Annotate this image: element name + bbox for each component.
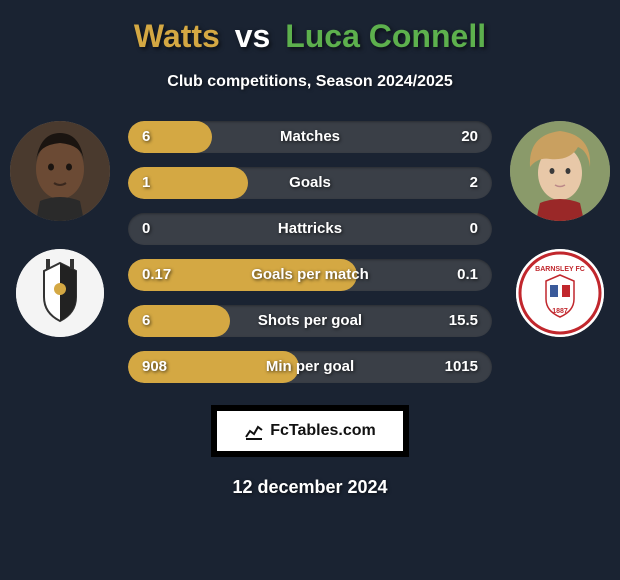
stat-label: Hattricks bbox=[128, 213, 492, 245]
svg-text:1887: 1887 bbox=[552, 308, 568, 315]
stat-label: Goals per match bbox=[128, 259, 492, 291]
avatar-icon bbox=[10, 121, 110, 221]
brand-logo-icon bbox=[244, 421, 264, 441]
page-title: Watts vs Luca Connell bbox=[0, 18, 620, 55]
left-column bbox=[0, 113, 120, 337]
svg-text:BARNSLEY FC: BARNSLEY FC bbox=[535, 266, 585, 273]
brand-label: FcTables.com bbox=[244, 421, 376, 441]
stat-bar: 0.17Goals per match0.1 bbox=[128, 259, 492, 291]
club-crest-icon: BARNSLEY FC 1887 bbox=[516, 249, 604, 337]
stat-right-value: 2 bbox=[470, 167, 478, 199]
date-line: 12 december 2024 bbox=[0, 477, 620, 498]
stat-bars: 6Matches20 1Goals2 0Hattricks0 0.17Goals pe… bbox=[120, 113, 500, 383]
stat-right-value: 0.1 bbox=[457, 259, 478, 291]
right-column: BARNSLEY FC 1887 bbox=[500, 113, 620, 337]
stat-right-value: 0 bbox=[470, 213, 478, 245]
stat-right-value: 1015 bbox=[445, 351, 478, 383]
stat-bar: 908Min per goal1015 bbox=[128, 351, 492, 383]
player2-club-badge: BARNSLEY FC 1887 bbox=[516, 249, 604, 337]
club-crest-icon bbox=[16, 249, 104, 337]
stat-label: Min per goal bbox=[128, 351, 492, 383]
brand-text: FcTables.com bbox=[270, 422, 376, 440]
title-vs: vs bbox=[235, 18, 271, 54]
player1-avatar bbox=[10, 121, 110, 221]
stat-bar: 6Matches20 bbox=[128, 121, 492, 153]
comparison-infographic: Watts vs Luca Connell Club competitions,… bbox=[0, 0, 620, 580]
player1-club-badge bbox=[16, 249, 104, 337]
stat-bar: 1Goals2 bbox=[128, 167, 492, 199]
brand-box: FcTables.com bbox=[211, 405, 409, 457]
title-player1: Watts bbox=[134, 18, 220, 54]
avatar-icon bbox=[510, 121, 610, 221]
stat-label: Shots per goal bbox=[128, 305, 492, 337]
comparison-body: 6Matches20 1Goals2 0Hattricks0 0.17Goals pe… bbox=[0, 113, 620, 383]
stat-right-value: 15.5 bbox=[449, 305, 478, 337]
stat-label: Goals bbox=[128, 167, 492, 199]
stat-right-value: 20 bbox=[461, 121, 478, 153]
subtitle: Club competitions, Season 2024/2025 bbox=[0, 73, 620, 91]
stat-label: Matches bbox=[128, 121, 492, 153]
title-player2: Luca Connell bbox=[285, 18, 486, 54]
player2-avatar bbox=[510, 121, 610, 221]
stat-bar: 6Shots per goal15.5 bbox=[128, 305, 492, 337]
stat-bar: 0Hattricks0 bbox=[128, 213, 492, 245]
